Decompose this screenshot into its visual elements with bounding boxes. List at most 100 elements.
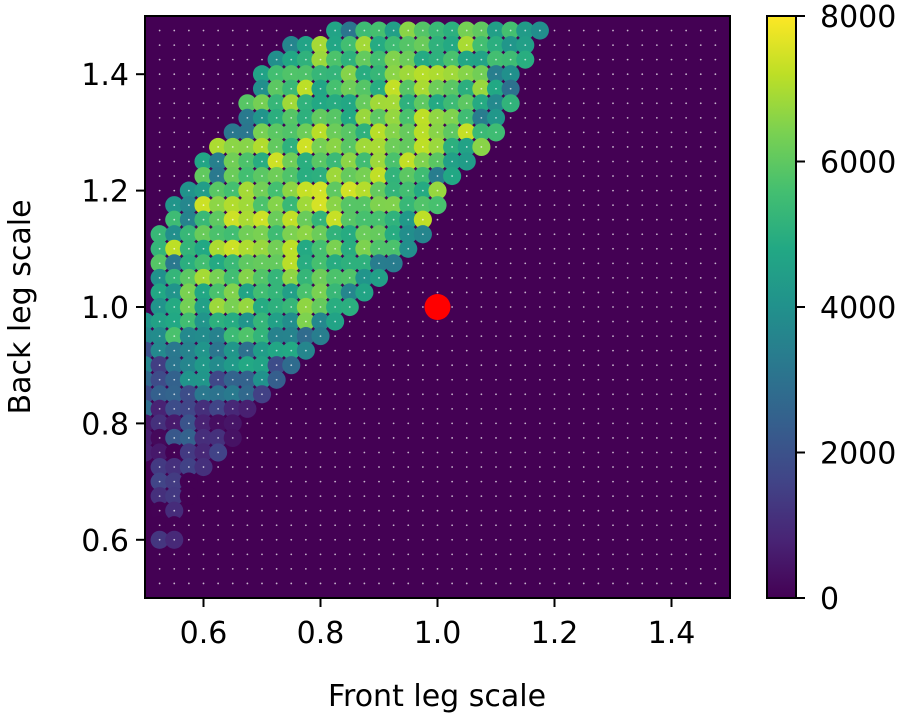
sample-dot (158, 204, 161, 207)
sample-dot (290, 44, 293, 46)
sample-dot (524, 349, 527, 352)
sample-dot (655, 451, 658, 454)
sample-dot (421, 437, 424, 439)
sample-dot (597, 262, 600, 265)
sample-dot (246, 407, 249, 410)
sample-dot (538, 568, 541, 570)
sample-dot (290, 277, 293, 279)
sample-dot (261, 364, 263, 367)
sample-dot (626, 247, 629, 250)
sample-dot (612, 306, 614, 308)
sample-dot (246, 422, 249, 425)
sample-dot (582, 451, 585, 454)
sample-dot (231, 204, 234, 207)
sample-dot (495, 422, 497, 425)
sample-dot (714, 480, 717, 483)
sample-dot (655, 509, 658, 512)
sample-dot (465, 524, 468, 527)
sample-dot (158, 466, 161, 468)
sample-dot (378, 277, 380, 279)
sample-dot (363, 29, 366, 32)
sample-dot (553, 247, 556, 250)
sample-dot (538, 175, 541, 177)
sample-dot (670, 44, 673, 46)
sample-dot (597, 538, 600, 541)
sample-dot (202, 364, 205, 367)
sample-dot (495, 509, 497, 512)
sample-dot (246, 102, 249, 105)
sample-dot (641, 116, 644, 119)
sample-dot (465, 146, 468, 148)
sample-dot (378, 582, 380, 585)
sample-dot (553, 189, 556, 192)
sample-dot (378, 247, 380, 250)
sample-dot (538, 553, 541, 556)
sample-dot (363, 44, 366, 46)
sample-dot (612, 102, 614, 105)
sample-dot (495, 102, 497, 105)
sample-dot (480, 524, 483, 527)
sample-dot (202, 58, 205, 61)
sample-dot (202, 262, 205, 265)
sample-dot (363, 437, 366, 439)
sample-dot (334, 247, 337, 250)
sample-dot (304, 451, 307, 454)
sample-dot (334, 538, 337, 541)
sample-dot (641, 146, 644, 148)
sample-dot (319, 495, 322, 498)
sample-dot (246, 480, 249, 483)
sample-dot (582, 87, 585, 90)
sample-dot (231, 131, 234, 134)
sample-dot (173, 131, 176, 134)
sample-dot (685, 538, 688, 541)
sample-dot (582, 116, 585, 119)
sample-dot (246, 218, 249, 221)
sample-dot (524, 582, 527, 585)
sample-dot (670, 553, 673, 556)
sample-dot (304, 393, 307, 396)
sample-dot (334, 335, 337, 337)
sample-dot (451, 364, 454, 367)
sample-dot (714, 422, 717, 425)
sample-dot (246, 378, 249, 381)
sample-dot (421, 116, 424, 119)
sample-dot (538, 320, 541, 323)
sample-dot (290, 189, 293, 192)
sample-dot (451, 582, 454, 585)
sample-dot (597, 102, 600, 105)
sample-dot (582, 320, 585, 323)
sample-dot (275, 451, 278, 454)
sample-dot (290, 553, 293, 556)
sample-dot (612, 87, 614, 90)
sample-dot (568, 437, 571, 439)
sample-dot (231, 73, 234, 76)
sample-dot (655, 495, 658, 498)
sample-dot (246, 509, 249, 512)
sample-dot (568, 262, 571, 265)
sample-dot (685, 335, 688, 337)
sample-dot (509, 233, 512, 236)
sample-dot (378, 480, 380, 483)
sample-dot (392, 524, 395, 527)
sample-dot (626, 175, 629, 177)
sample-dot (597, 247, 600, 250)
y-tick-label: 1.0 (81, 291, 129, 326)
sample-dot (392, 422, 395, 425)
sample-dot (173, 393, 176, 396)
sample-dot (275, 466, 278, 468)
sample-dot (553, 131, 556, 134)
sample-dot (187, 582, 190, 585)
sample-dot (304, 175, 307, 177)
sample-dot (480, 29, 483, 32)
sample-dot (480, 335, 483, 337)
sample-dot (626, 553, 629, 556)
sample-dot (334, 102, 337, 105)
sample-dot (173, 102, 176, 105)
sample-dot (480, 538, 483, 541)
sample-dot (290, 218, 293, 221)
sample-dot (597, 87, 600, 90)
sample-dot (480, 495, 483, 498)
sample-dot (231, 102, 234, 105)
sample-dot (582, 44, 585, 46)
